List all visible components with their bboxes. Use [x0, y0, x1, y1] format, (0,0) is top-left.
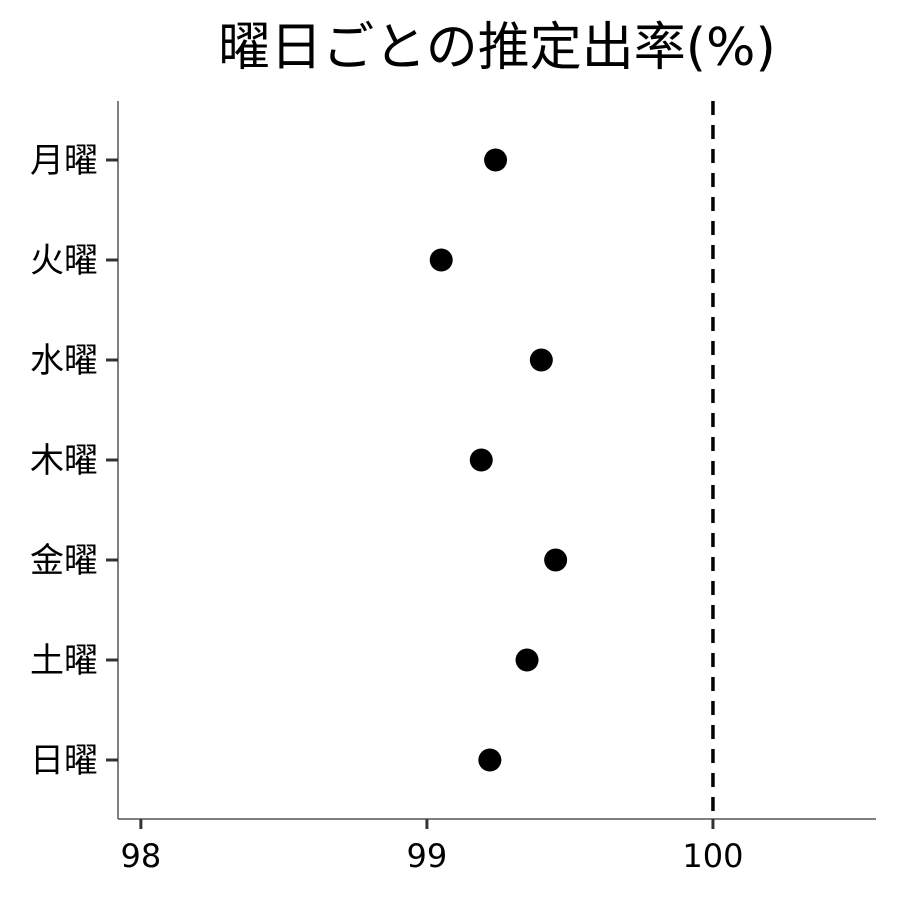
x-tick-label: 99 [407, 837, 448, 875]
data-point [478, 748, 502, 772]
data-point [429, 248, 453, 272]
y-tick-label: 土曜 [30, 641, 98, 681]
y-tick-label: 火曜 [30, 241, 98, 281]
y-tick-label: 金曜 [30, 541, 98, 581]
x-tick-label: 98 [121, 837, 162, 875]
data-point [515, 648, 539, 672]
y-tick-label: 月曜 [30, 141, 98, 181]
data-point [484, 148, 508, 172]
chart-title: 曜日ごとの推定出率(%) [218, 18, 775, 78]
data-point [544, 548, 568, 572]
y-tick-label: 日曜 [30, 741, 98, 781]
data-points [429, 148, 568, 772]
x-tick-label: 100 [682, 837, 743, 875]
data-point [529, 348, 553, 372]
y-tick-label: 水曜 [30, 341, 98, 381]
x-ticks: 98 99 100 [121, 819, 743, 875]
data-point [469, 448, 493, 472]
y-tick-label: 木曜 [30, 441, 98, 481]
